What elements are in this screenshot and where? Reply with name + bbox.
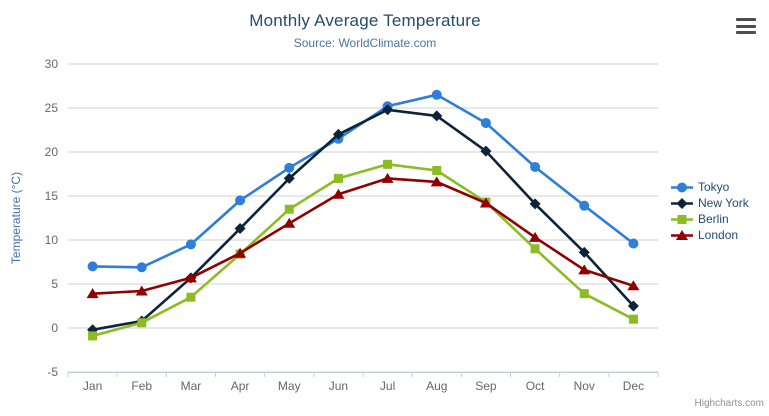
chart-title: Monthly Average Temperature xyxy=(249,11,481,30)
legend-marker-shape xyxy=(676,197,688,209)
export-menu-button[interactable] xyxy=(733,15,759,37)
data-point-tokyo[interactable] xyxy=(530,161,541,172)
hamburger-icon xyxy=(736,24,756,28)
data-point-tokyo[interactable] xyxy=(628,238,639,249)
data-point-london[interactable] xyxy=(381,172,394,183)
legend-marker-shape xyxy=(677,182,687,192)
data-point-london[interactable] xyxy=(86,288,99,299)
legend-marker-square-icon xyxy=(671,214,693,224)
x-tick-label: Aug xyxy=(426,379,447,393)
data-point-berlin[interactable] xyxy=(628,314,638,324)
y-tick-label: 10 xyxy=(45,233,59,247)
data-point-tokyo[interactable] xyxy=(87,261,98,272)
y-tick-label: 0 xyxy=(51,321,58,335)
data-point-new-york[interactable] xyxy=(431,110,443,122)
legend-item-new-york[interactable]: New York xyxy=(671,195,749,211)
data-point-london[interactable] xyxy=(529,231,542,242)
hamburger-icon xyxy=(736,18,756,21)
series-berlin xyxy=(88,159,638,341)
x-axis: Jan Feb Mar Apr May Jun Jul Aug Sep Oct Nov Dec xyxy=(67,372,659,393)
y-tick-label: -5 xyxy=(47,365,58,379)
data-point-new-york[interactable] xyxy=(529,198,541,210)
data-point-berlin[interactable] xyxy=(579,289,589,299)
x-tick-label: Oct xyxy=(526,379,545,393)
data-point-tokyo[interactable] xyxy=(284,162,295,173)
data-point-berlin[interactable] xyxy=(284,204,294,214)
legend-marker-shape xyxy=(676,229,688,240)
legend-label: Tokyo xyxy=(698,180,730,194)
legend-marker-circle-icon xyxy=(671,182,693,192)
y-tick-label: 15 xyxy=(45,189,59,203)
series-london xyxy=(86,172,640,299)
series-new-york xyxy=(87,104,639,336)
data-point-london[interactable] xyxy=(578,264,591,275)
data-point-london[interactable] xyxy=(479,197,492,208)
legend-marker-diamond-icon xyxy=(671,197,693,209)
data-point-tokyo[interactable] xyxy=(480,117,491,128)
data-point-london[interactable] xyxy=(430,176,443,187)
chart-subtitle: Source: WorldClimate.com xyxy=(293,36,437,50)
x-tick-label: Nov xyxy=(574,379,595,393)
grid-lines xyxy=(68,63,658,373)
y-axis-labels: -5 0 5 10 15 20 25 30 xyxy=(45,57,59,379)
data-point-berlin[interactable] xyxy=(137,318,147,328)
data-point-new-york[interactable] xyxy=(234,223,246,235)
y-tick-label: 20 xyxy=(45,145,59,159)
series-line-berlin xyxy=(91,163,635,338)
legend-item-london[interactable]: London xyxy=(671,227,749,243)
y-tick-label: 25 xyxy=(45,101,59,115)
series-tokyo xyxy=(87,89,639,273)
data-point-berlin[interactable] xyxy=(88,331,98,341)
data-point-berlin[interactable] xyxy=(383,159,393,169)
x-tick-label: Jan xyxy=(83,379,102,393)
data-point-berlin[interactable] xyxy=(186,292,196,302)
data-point-tokyo[interactable] xyxy=(579,200,590,211)
data-point-berlin[interactable] xyxy=(530,244,540,254)
data-point-new-york[interactable] xyxy=(480,145,492,157)
data-point-tokyo[interactable] xyxy=(136,262,147,273)
y-axis-title: Temperature (°C) xyxy=(9,171,23,265)
data-point-london[interactable] xyxy=(135,285,148,296)
data-point-new-york[interactable] xyxy=(627,300,639,312)
legend-item-berlin[interactable]: Berlin xyxy=(671,211,749,227)
legend-label: Berlin xyxy=(698,212,729,226)
data-point-new-york[interactable] xyxy=(283,172,295,184)
x-tick-label: Jun xyxy=(329,379,348,393)
x-tick-label: Apr xyxy=(231,379,250,393)
data-point-new-york[interactable] xyxy=(382,104,394,116)
x-tick-label: Sep xyxy=(475,379,497,393)
y-tick-label: 30 xyxy=(45,57,59,71)
x-tick-label: Mar xyxy=(181,379,202,393)
legend-label: London xyxy=(698,228,739,242)
series-line-new-york xyxy=(91,108,635,332)
legend-marker-triangle-icon xyxy=(671,229,693,240)
data-point-tokyo[interactable] xyxy=(431,89,442,100)
highcharts-credit-link[interactable]: Highcharts.com xyxy=(694,398,764,409)
data-point-tokyo[interactable] xyxy=(185,239,196,250)
data-point-new-york[interactable] xyxy=(332,128,344,140)
data-point-london[interactable] xyxy=(184,272,197,283)
x-tick-label: Dec xyxy=(623,379,644,393)
hamburger-icon xyxy=(736,31,756,34)
legend-marker-shape xyxy=(677,214,687,224)
data-point-berlin[interactable] xyxy=(432,165,442,175)
data-point-london[interactable] xyxy=(283,217,296,228)
legend-item-tokyo[interactable]: Tokyo xyxy=(671,179,749,195)
series-line-london xyxy=(91,177,635,295)
data-point-tokyo[interactable] xyxy=(235,195,246,206)
y-tick-label: 5 xyxy=(51,277,58,291)
data-point-london[interactable] xyxy=(627,280,640,291)
data-point-berlin[interactable] xyxy=(333,173,343,183)
data-point-new-york[interactable] xyxy=(578,246,590,258)
legend-label: New York xyxy=(698,196,749,210)
x-tick-label: Feb xyxy=(131,379,152,393)
data-point-london[interactable] xyxy=(234,247,247,258)
x-tick-label: May xyxy=(278,379,301,393)
data-point-london[interactable] xyxy=(332,188,345,199)
legend: Tokyo New York Berlin London xyxy=(671,179,749,243)
x-tick-label: Jul xyxy=(380,379,395,393)
